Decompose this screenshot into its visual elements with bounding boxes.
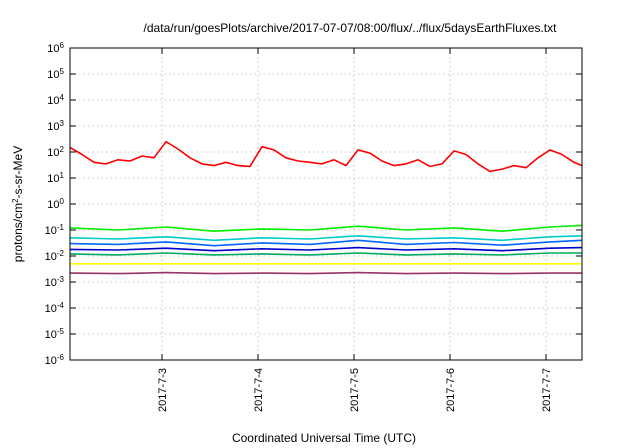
y-tick-label: 102: [47, 145, 64, 160]
x-axis-label: Coordinated Universal Time (UTC): [232, 431, 416, 445]
x-axis-ticks: 2017-7-3 2017-7-4 2017-7-5 2017-7-6 2017-7-7: [157, 48, 553, 412]
series-line-5: [69, 246, 583, 252]
x-tick-label: 2017-7-3: [157, 368, 169, 412]
y-tick-label: 106: [47, 41, 64, 56]
series-line-4: [69, 239, 583, 247]
y-tick-label: 10-1: [45, 223, 65, 238]
y-tick-label: 105: [47, 67, 64, 82]
chart-title: /data/run/goesPlots/archive/2017-07-07/0…: [144, 21, 558, 35]
x-tick-label: 2017-7-6: [445, 368, 457, 412]
y-tick-label: 10-4: [45, 301, 65, 316]
x-tick-label: 2017-7-4: [253, 368, 265, 412]
series-line-3: [69, 235, 583, 242]
y-tick-label: 101: [47, 171, 64, 186]
y-tick-label: 10-6: [45, 353, 65, 368]
series-layer: [69, 140, 583, 275]
y-axis-label-sup: 2: [11, 198, 20, 203]
y-axis-label: protons/cm2-s-sr-MeV: [11, 146, 26, 262]
y-axis-label-base: protons/cm: [11, 203, 25, 262]
x-tick-label: 2017-7-5: [349, 368, 361, 412]
y-axis-ticks: 106 105 104 103 102 101 100 10-1 10-2 10-3 10-4 10-…: [45, 41, 582, 368]
y-tick-label: 104: [47, 93, 64, 108]
y-tick-label: 10-3: [45, 275, 65, 290]
y-axis-label-rest: -s-sr-MeV: [11, 146, 25, 199]
series-line-6: [69, 252, 582, 256]
y-tick-label: 10-5: [45, 327, 65, 342]
y-tick-label: 10-2: [45, 249, 65, 264]
series-line-1: [69, 140, 583, 173]
series-line-2: [69, 224, 583, 232]
series-line-8: [69, 271, 582, 275]
y-tick-label: 100: [47, 197, 64, 212]
y-tick-label: 103: [47, 119, 64, 134]
x-tick-label: 2017-7-7: [541, 368, 553, 412]
grid: [70, 48, 582, 360]
